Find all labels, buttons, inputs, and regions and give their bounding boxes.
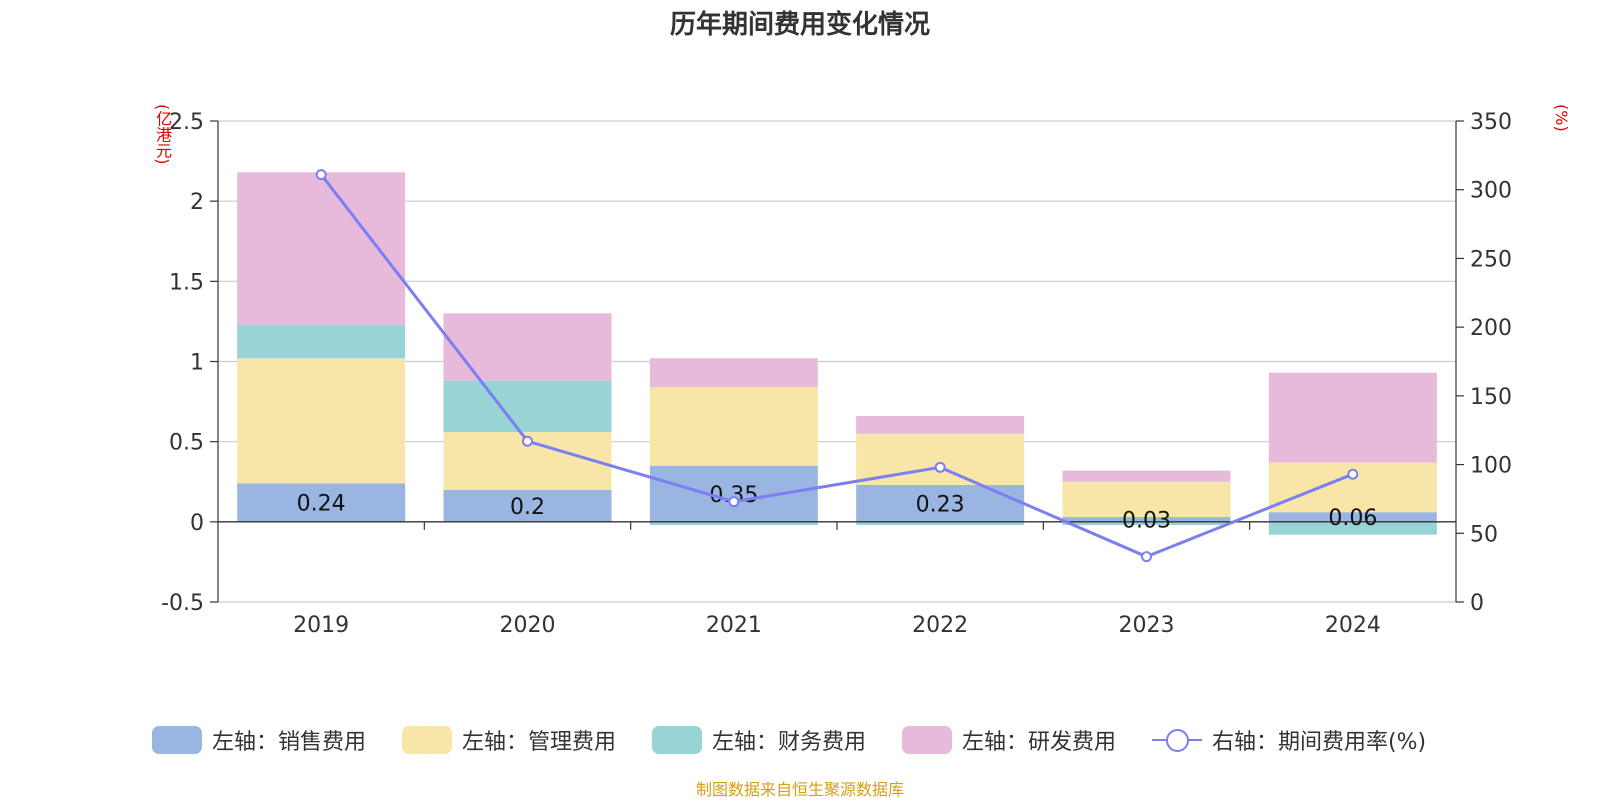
- bar-sales: [237, 483, 406, 522]
- bar-rnd: [649, 358, 818, 388]
- legend-swatch-sales: [152, 726, 202, 754]
- x-axis-tick-label: 2020: [500, 613, 556, 638]
- legend-swatch-rnd: [902, 726, 952, 754]
- bar-admin: [649, 387, 818, 466]
- data-label: 0.03: [1122, 508, 1171, 533]
- bar-rnd: [1062, 470, 1231, 482]
- legend-label-rnd: 左轴：研发费用: [962, 730, 1117, 755]
- legend-item-admin[interactable]: 左轴：管理费用: [402, 724, 616, 756]
- bar-admin: [237, 358, 406, 484]
- legend-line-marker-icon: [1152, 726, 1202, 754]
- bar-rnd: [1268, 372, 1437, 463]
- rate-point: [522, 435, 533, 447]
- right-axis-tick-label: 250: [1470, 247, 1512, 272]
- left-axis-tick-label: 2: [190, 190, 204, 215]
- right-axis-tick-label: 350: [1470, 110, 1512, 135]
- right-axis-tick-label: 50: [1470, 522, 1498, 547]
- legend: 左轴：销售费用 左轴：管理费用 左轴：财务费用 左轴：研发费用 右轴：期间费用率…: [0, 724, 1600, 756]
- left-axis-tick-label: 1: [190, 351, 204, 376]
- left-axis-tick-label: -0.5: [161, 591, 204, 616]
- left-axis-unit: (亿港元): [153, 104, 172, 165]
- bar-sales: [1268, 512, 1437, 522]
- chart-plot: -0.5 0 0.5 1 1.5 2 2.5 0 50 100 150 200 250 300 350 0.2…: [161, 110, 1512, 638]
- left-axis-tick-label: 0.5: [169, 431, 204, 456]
- data-label: 0.06: [1328, 506, 1377, 531]
- legend-item-finance[interactable]: 左轴：财务费用: [652, 724, 866, 756]
- bar-finance: [856, 521, 1025, 526]
- legend-item-rnd[interactable]: 左轴：研发费用: [902, 724, 1116, 756]
- bar-finance: [443, 380, 612, 433]
- x-axis-tick-label: 2023: [1119, 613, 1175, 638]
- legend-label-admin: 左轴：管理费用: [462, 730, 617, 755]
- left-axis-tick-label: 0: [190, 511, 204, 536]
- right-axis-tick-label: 300: [1470, 179, 1512, 204]
- legend-item-rate[interactable]: 右轴：期间费用率(%): [1152, 724, 1426, 756]
- rate-point: [728, 496, 740, 508]
- legend-label-sales: 左轴：销售费用: [212, 730, 367, 755]
- data-label: 0.2: [510, 495, 545, 520]
- bar-finance: [1062, 521, 1231, 526]
- legend-label-finance: 左轴：财务费用: [712, 730, 867, 755]
- bar-finance: [649, 521, 818, 526]
- data-source-note: 制图数据来自恒生聚源数据库: [695, 780, 904, 799]
- bar-rnd: [856, 416, 1025, 434]
- left-axis-tick-label: 2.5: [169, 110, 204, 135]
- right-axis-tick-label: 150: [1470, 385, 1512, 410]
- chart-title: 历年期间费用变化情况: [669, 10, 930, 40]
- bar-finance: [1268, 521, 1437, 535]
- left-axis-tick-label: 1.5: [169, 270, 204, 295]
- x-axis-tick-label: 2022: [912, 613, 968, 638]
- rate-point: [934, 461, 946, 473]
- bar-sales: [1062, 517, 1231, 522]
- bar-admin: [1062, 481, 1231, 518]
- legend-swatch-finance: [652, 726, 702, 754]
- right-axis-unit: (%): [1552, 104, 1571, 132]
- right-axis-tick-label: 100: [1470, 454, 1512, 479]
- rate-point: [315, 169, 327, 181]
- x-axis-tick-label: 2019: [293, 613, 349, 638]
- right-axis-tick-label: 0: [1470, 591, 1484, 616]
- bar-rnd: [443, 313, 612, 381]
- data-label: 0.23: [916, 492, 965, 517]
- x-axis-tick-label: 2024: [1325, 613, 1381, 638]
- bar-finance: [237, 324, 406, 359]
- data-label: 0.24: [297, 492, 346, 517]
- rate-point: [1347, 468, 1359, 480]
- legend-swatch-admin: [402, 726, 452, 754]
- bar-sales: [443, 489, 612, 522]
- rate-point: [1141, 551, 1152, 563]
- right-axis-tick-label: 200: [1470, 316, 1512, 341]
- legend-item-sales[interactable]: 左轴：销售费用: [152, 724, 366, 756]
- legend-label-rate: 右轴：期间费用率(%): [1212, 730, 1427, 755]
- rate-line: [319, 173, 1354, 559]
- x-axis-tick-label: 2021: [706, 613, 762, 638]
